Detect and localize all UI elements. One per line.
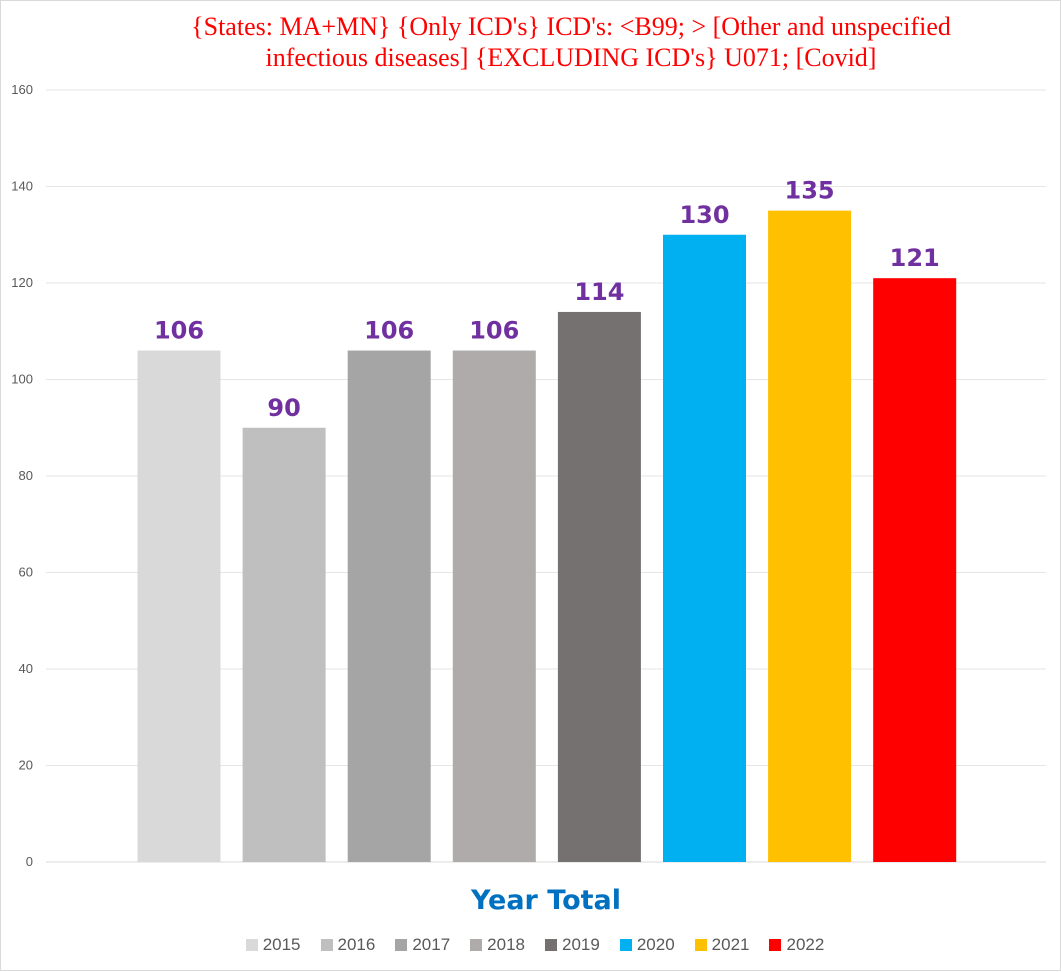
x-axis-title: Year Total (470, 885, 622, 916)
bar-2021 (768, 210, 852, 862)
legend-label: 2016 (337, 935, 376, 954)
legend-swatch (545, 939, 557, 951)
data-label-2019: 114 (574, 278, 624, 306)
legend-item-2016: 2016 (320, 935, 376, 955)
data-label-2017: 106 (364, 317, 414, 345)
y-tick-label: 160 (11, 82, 33, 97)
legend-item-2020: 2020 (619, 935, 675, 955)
legend-swatch (320, 939, 333, 951)
y-tick-label: 60 (19, 565, 33, 580)
bar-2019 (557, 311, 641, 862)
bar-2020 (663, 234, 746, 862)
chart-title-line-1: {States: MA+MN} {Only ICD's} ICD's: <B99… (191, 12, 951, 41)
chart-title-line-2: infectious diseases] {EXCLUDING ICD's} U… (265, 43, 877, 72)
bar-2022 (873, 278, 957, 862)
data-label-2015: 106 (154, 317, 204, 345)
legend-item-2018: 2018 (470, 935, 525, 955)
data-label-2016: 90 (267, 394, 300, 422)
y-tick-label: 0 (26, 854, 33, 869)
legend-label: 2021 (711, 935, 750, 954)
y-tick-label: 80 (19, 468, 33, 483)
legend-label: 2015 (262, 935, 301, 954)
legend-swatch (694, 939, 707, 951)
legend-label: 2022 (786, 935, 825, 954)
legend-item-2017: 2017 (395, 935, 450, 955)
legend-item-2019: 2019 (545, 935, 600, 955)
y-tick-label: 140 (11, 179, 33, 194)
data-label-2018: 106 (469, 317, 519, 345)
data-label-2020: 130 (679, 201, 729, 229)
legend-swatch (769, 939, 782, 951)
legend-label: 2018 (487, 935, 525, 954)
legend: 2015 2016 2017 2018 2019 2020 2021 2022 (1, 935, 1061, 955)
bar-2016 (242, 427, 326, 862)
legend-swatch (619, 939, 632, 951)
bar-2015 (137, 350, 221, 862)
legend-swatch (245, 939, 258, 951)
legend-label: 2020 (636, 935, 675, 954)
legend-label: 2017 (412, 935, 451, 954)
legend-item-2022: 2022 (769, 935, 824, 955)
legend-swatch (395, 939, 408, 951)
legend-swatch (470, 939, 483, 951)
legend-item-2021: 2021 (694, 935, 750, 955)
data-label-2021: 135 (785, 177, 835, 205)
data-label-2022: 121 (890, 244, 940, 272)
y-tick-label: 120 (11, 275, 33, 290)
y-tick-label: 20 (19, 758, 33, 773)
y-tick-label: 40 (19, 661, 33, 676)
bar-2017 (347, 350, 431, 862)
legend-item-2015: 2015 (245, 935, 301, 955)
chart-title: {States: MA+MN} {Only ICD's} ICD's: <B99… (61, 11, 1061, 73)
legend-label: 2019 (562, 935, 600, 954)
bar-2018 (452, 350, 536, 862)
y-tick-label: 100 (11, 372, 33, 387)
